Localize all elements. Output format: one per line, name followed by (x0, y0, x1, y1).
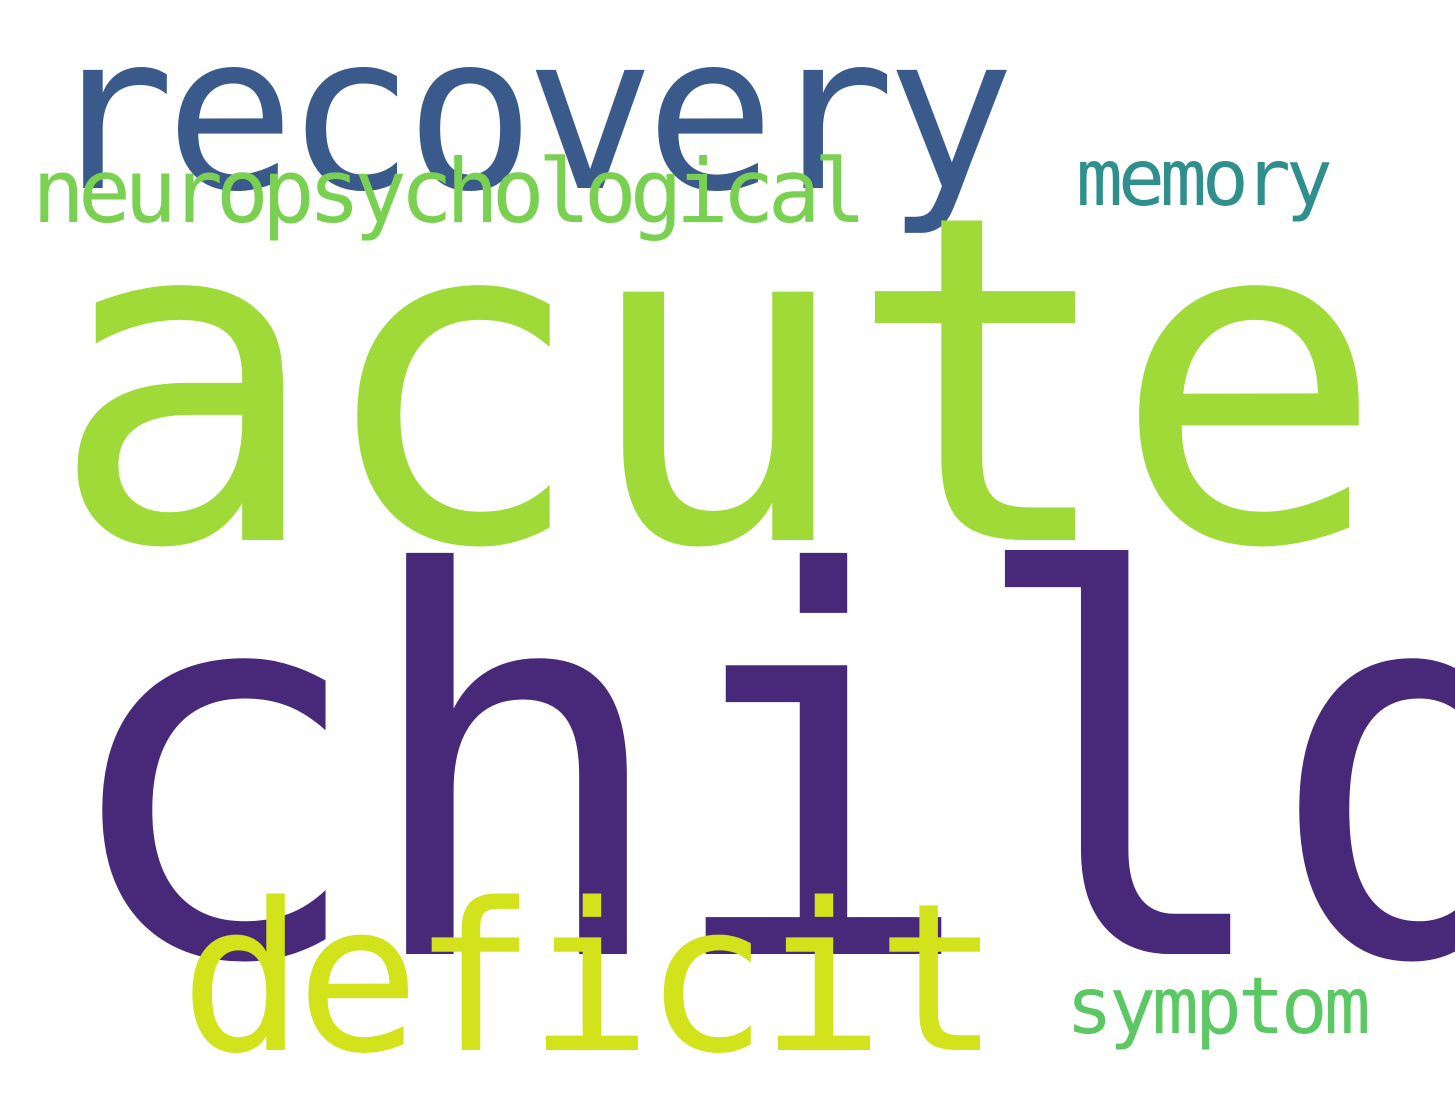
word-neuropsychological: neuropsychological (32, 140, 867, 243)
word-deficit: deficit (180, 859, 1000, 1099)
word-child: child (52, 464, 1455, 1079)
word-acute: acute (48, 119, 1386, 648)
word-recovery: recovery (45, 0, 1015, 239)
word-memory: memory (1076, 134, 1333, 224)
word-symptom: symptom (1066, 962, 1371, 1052)
